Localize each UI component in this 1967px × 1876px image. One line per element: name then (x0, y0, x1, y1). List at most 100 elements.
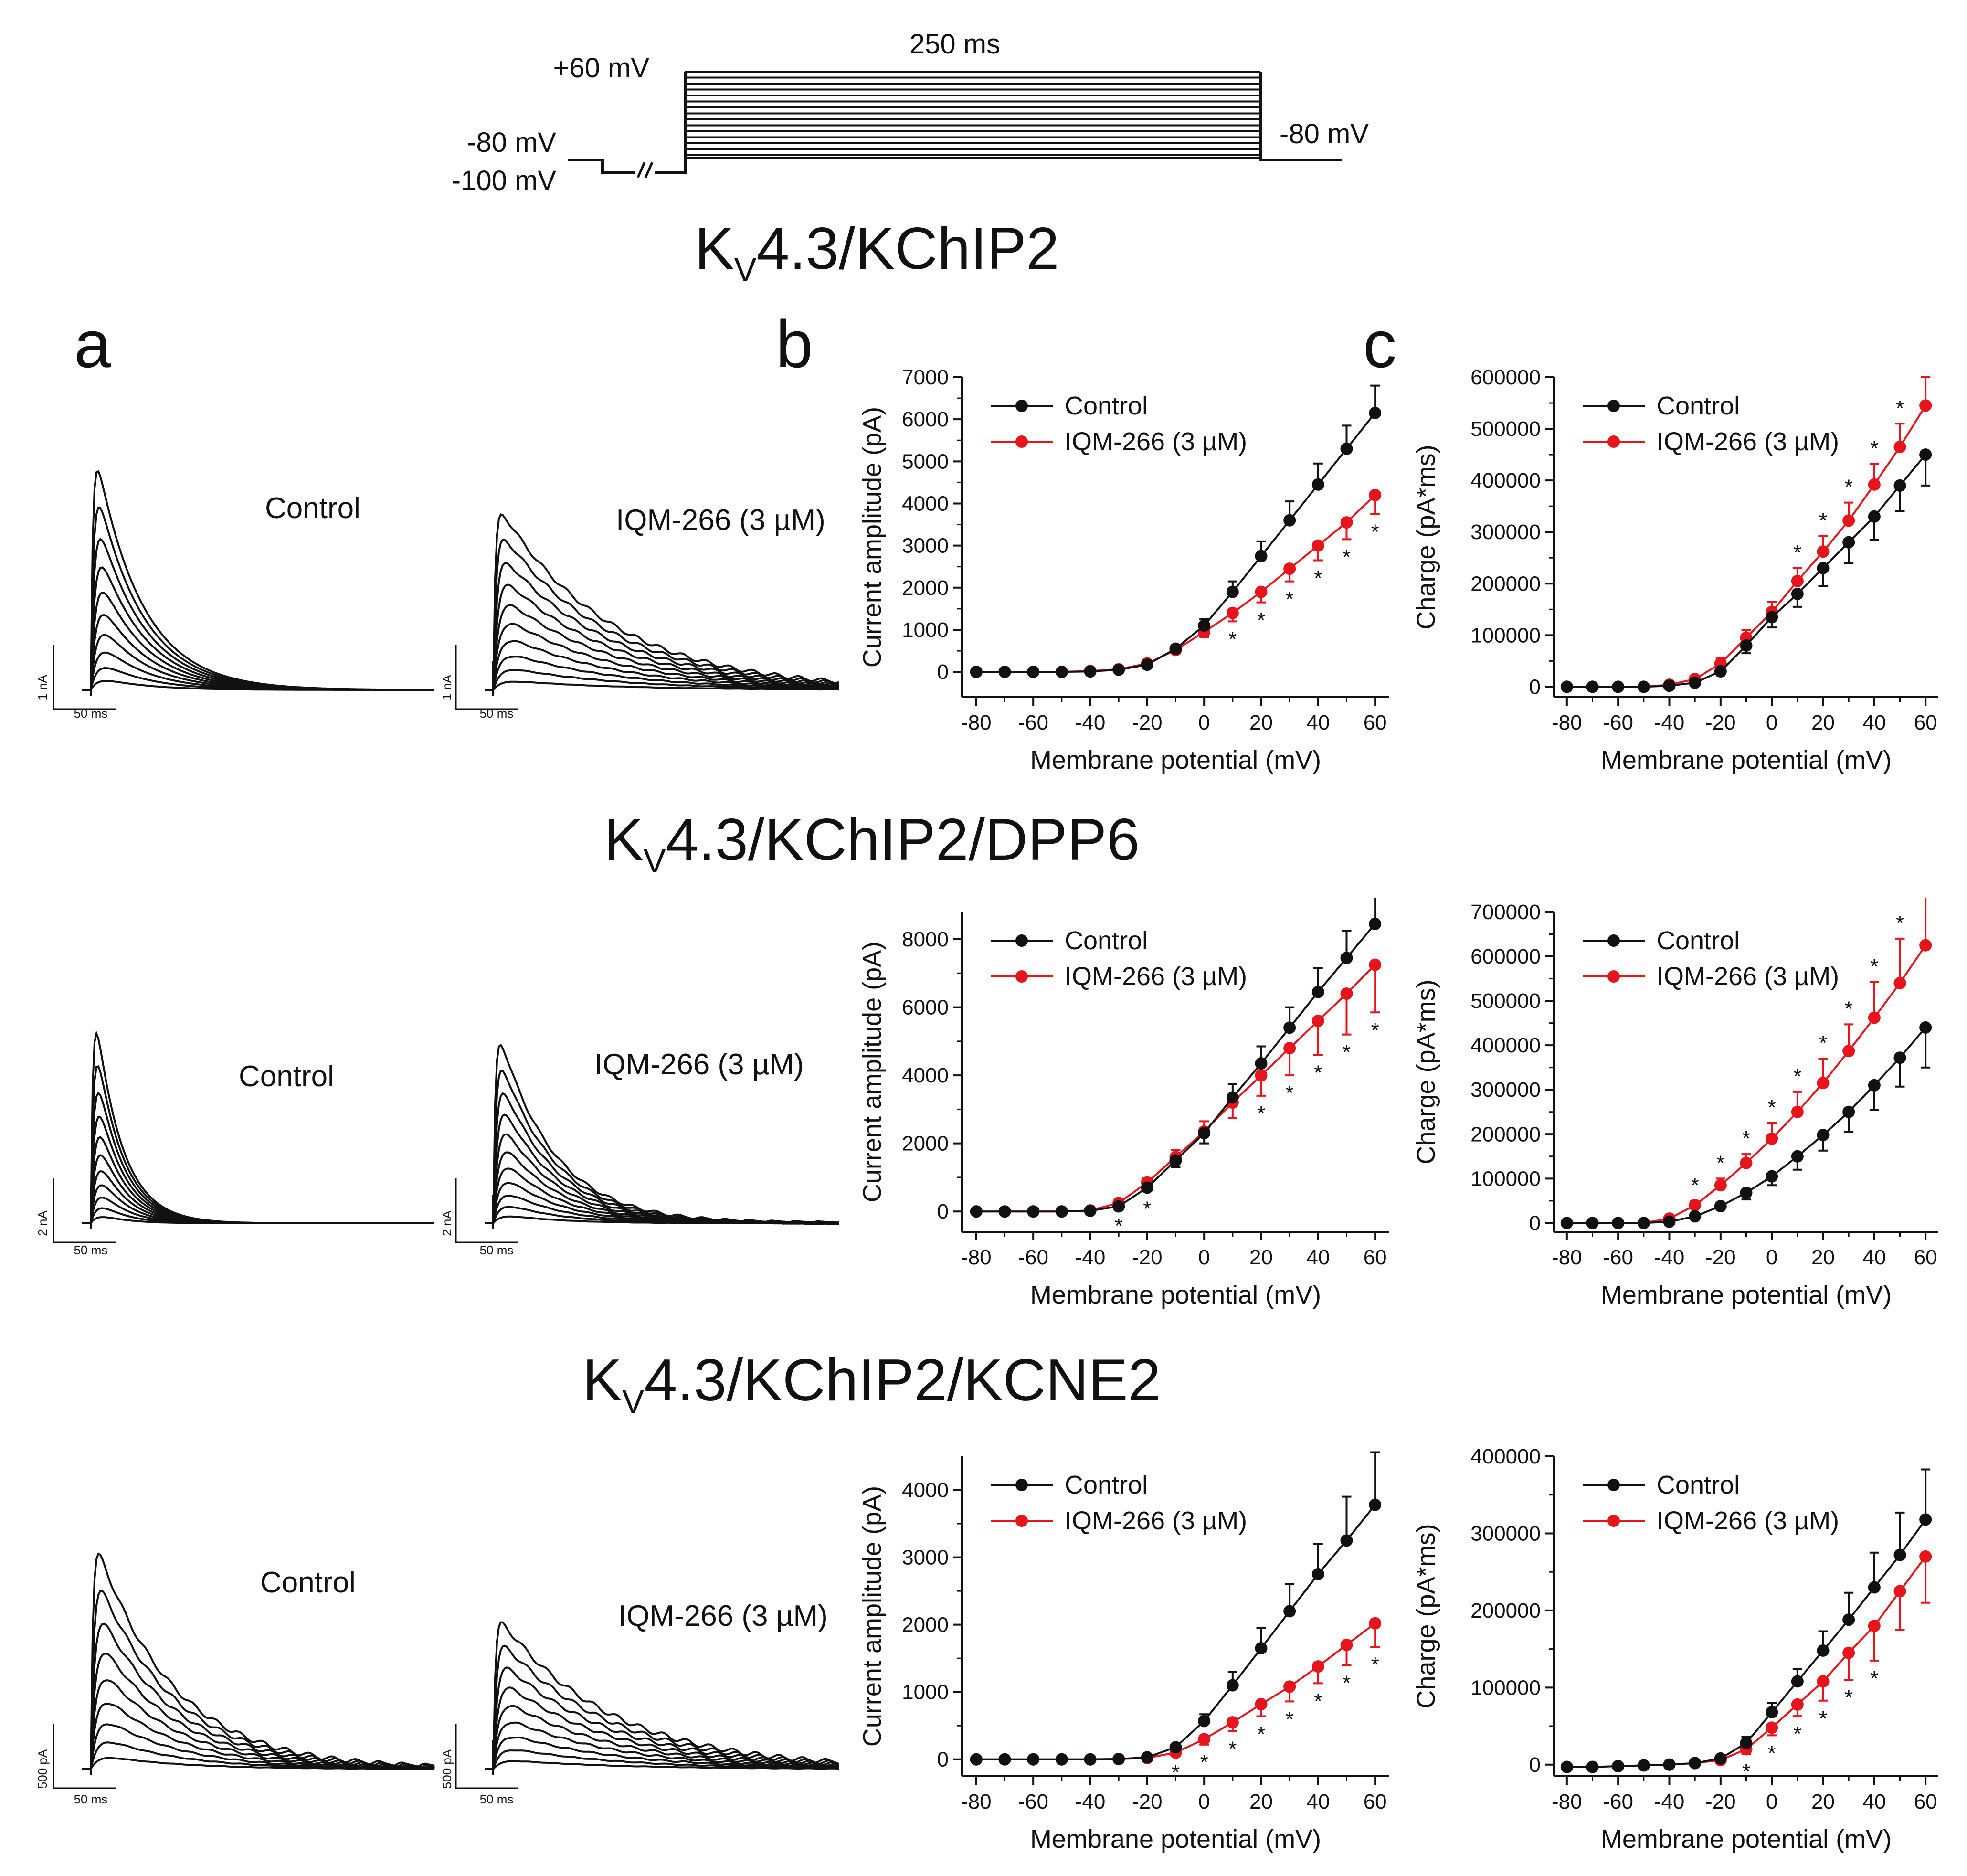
panel-letter-a: a (74, 307, 111, 382)
y-tick-label: 200000 (1470, 572, 1541, 595)
data-point-control (1369, 1498, 1382, 1511)
x-tick-label: 60 (1364, 1246, 1387, 1269)
x-tick-label: -40 (1654, 1246, 1685, 1269)
x-tick-label: 60 (1364, 1790, 1387, 1813)
x-tick-label: -40 (1075, 1246, 1106, 1269)
current-trace-row3-drug (485, 1644, 839, 1771)
data-point-control (1255, 1057, 1268, 1070)
y-axis-label: Charge (pA*ms) (1412, 1524, 1440, 1708)
current-trace-row1-drug (485, 583, 839, 691)
data-point-drug (1226, 1716, 1239, 1729)
data-point-control (1791, 1675, 1804, 1688)
x-tick-label: -20 (1132, 1790, 1163, 1813)
row-title-2-k: K (604, 807, 644, 873)
data-point-control (1141, 1751, 1153, 1764)
data-point-control (1112, 1753, 1125, 1766)
data-point-control (1311, 478, 1324, 491)
data-point-control (1817, 1129, 1830, 1142)
legend-marker-control (1015, 934, 1028, 947)
data-point-drug (1868, 1011, 1881, 1024)
data-point-control (1612, 1217, 1625, 1229)
legend-label-control: Control (1065, 1471, 1148, 1499)
significance-star: * (1896, 912, 1904, 935)
current-trace-row1-drug (485, 623, 839, 691)
panel-letter-b: b (776, 307, 813, 382)
current-trace-row1-drug (485, 680, 839, 693)
data-point-control (1766, 1170, 1778, 1183)
y-tick-label: 300000 (1470, 1078, 1541, 1102)
significance-star: * (1819, 509, 1827, 532)
x-tick-label: -60 (1603, 1790, 1633, 1813)
legend-marker-drug (1015, 435, 1028, 448)
significance-star: * (1768, 1741, 1776, 1765)
data-point-control (1141, 658, 1153, 671)
scale-y-label-row2-control: 2 nA (35, 1210, 50, 1236)
current-trace-row1-drug (485, 562, 839, 692)
significance-star: * (1742, 1127, 1750, 1150)
scale-y-label-row1-drug: 1 nA (440, 675, 454, 700)
data-point-control (1369, 917, 1382, 930)
legend-label-drug: IQM-266 (3 µM) (1657, 427, 1839, 456)
data-point-control (1169, 642, 1182, 655)
data-point-control (1689, 1210, 1702, 1223)
data-point-drug (1791, 1105, 1804, 1118)
data-point-drug (1369, 958, 1382, 971)
data-point-drug (1283, 1680, 1296, 1693)
x-tick-label: -40 (1654, 711, 1685, 734)
data-point-control (1817, 562, 1830, 574)
y-tick-label: 700000 (1470, 901, 1541, 924)
data-point-control (1714, 1752, 1727, 1765)
legend-label-control: Control (1065, 392, 1148, 420)
data-point-drug (1255, 1698, 1268, 1711)
significance-star: * (1314, 1061, 1322, 1084)
y-tick-label: 600000 (1470, 945, 1541, 968)
trace-control-label-row2: Control (239, 1060, 334, 1093)
data-point-control (1740, 1737, 1753, 1749)
data-point-drug (1893, 1585, 1906, 1598)
data-point-drug (1369, 1617, 1382, 1630)
chart-current-row2: -80 -60 -40 -20 0 20 40 60 0 2000 4000 6000 8000 Memb… (858, 898, 1389, 1309)
significance-star: * (1115, 1214, 1123, 1238)
significance-star: * (1371, 1018, 1379, 1042)
data-point-control (1586, 680, 1599, 693)
data-point-control (1842, 1105, 1855, 1118)
x-tick-label: -60 (1018, 1246, 1048, 1269)
data-point-drug (1311, 1660, 1324, 1673)
current-trace-row3-control (82, 1622, 435, 1770)
legend-marker-control (1607, 1479, 1620, 1491)
scale-y-label-row2-drug: 2 nA (440, 1210, 454, 1236)
x-tick-label: 20 (1811, 1790, 1835, 1813)
data-point-control (1637, 1217, 1650, 1229)
y-tick-label: 400000 (1470, 1034, 1541, 1057)
significance-star: * (1870, 437, 1878, 460)
scale-y-label-row3-control: 500 pA (35, 1749, 50, 1789)
data-point-control (1919, 1021, 1932, 1034)
x-tick-label: -60 (1603, 711, 1633, 734)
y-axis-label: Charge (pA*ms) (1412, 979, 1440, 1164)
current-trace-row2-control (82, 1116, 434, 1224)
y-tick-label: 200000 (1470, 1123, 1541, 1146)
row-title-3-k: K (582, 1347, 622, 1413)
scale-bar-row2-control (53, 1178, 116, 1243)
data-point-control (1283, 1021, 1296, 1034)
y-tick-label: 2000 (902, 1132, 949, 1155)
data-point-control (1842, 536, 1855, 549)
current-traces: Control IQM-266 (3 µM) Control IQM-266 (… (35, 470, 839, 1806)
significance-star: * (1228, 1737, 1237, 1760)
scale-y-label-row3-drug: 500 pA (440, 1749, 454, 1789)
scale-x-label-row3-drug: 50 ms (480, 1792, 514, 1806)
data-point-control (1055, 1205, 1068, 1218)
data-point-drug (1868, 1620, 1881, 1632)
significance-star: * (1845, 1686, 1853, 1709)
y-tick-label: 6000 (902, 996, 949, 1019)
data-point-drug (1919, 1550, 1932, 1563)
row-title-3: KV4.3/KChIP2/KCNE2 (582, 1346, 1161, 1420)
significance-star: * (1314, 566, 1322, 590)
legend-marker-drug (1607, 970, 1620, 983)
data-point-control (1612, 680, 1625, 693)
y-tick-label: 0 (1529, 1211, 1541, 1235)
current-trace-row1-control (82, 470, 434, 691)
data-point-control (970, 666, 983, 678)
x-tick-label: -80 (961, 711, 992, 734)
data-point-control (1919, 448, 1932, 461)
